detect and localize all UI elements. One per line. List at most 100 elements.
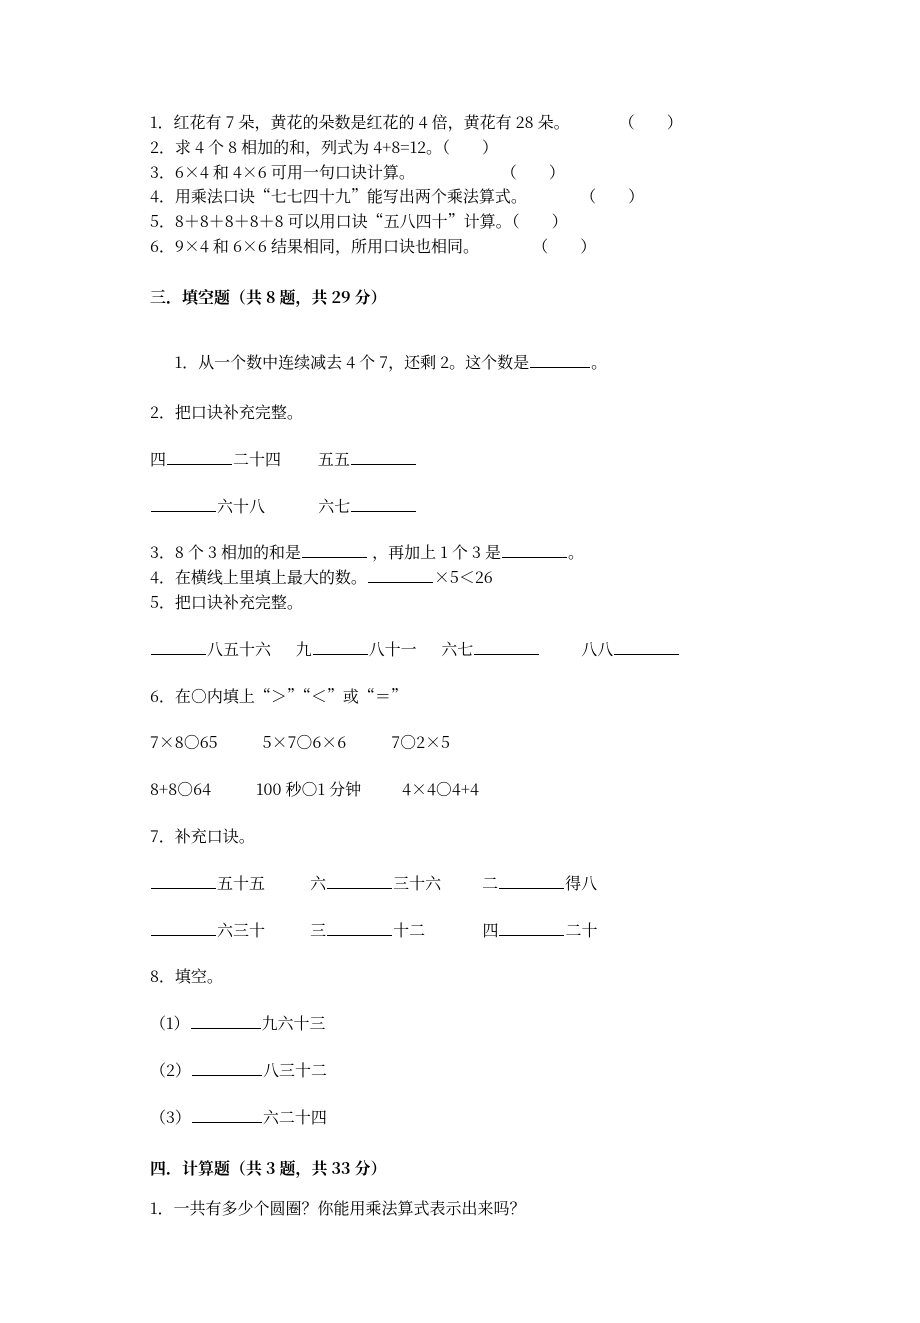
t: 九	[296, 637, 312, 660]
t: 八八	[581, 637, 613, 660]
t: 四	[482, 918, 498, 941]
paren: （ ）	[619, 110, 683, 133]
judgment-block: 1．红花有 7 朵，黄花的朵数是红花的 4 倍，黄花有 28 朵。 （ ） 2．…	[150, 110, 782, 259]
blank[interactable]	[151, 919, 216, 935]
q3-pre: 3．8 个 3 相加的和是	[150, 540, 301, 563]
fill-q6-row2: 8+8○64 100 秒○1 分钟 4×4○4+4	[150, 777, 782, 802]
judgment-item: 3．6×4 和 4×6 可用一句口诀计算。 （ ）	[150, 160, 782, 185]
q8-intro: 8．填空。	[150, 964, 782, 989]
fill-q5-row: 八五十六 九 八十一 六七 八八	[150, 637, 782, 662]
judgment-item: 4．用乘法口诀“七七四十九”能写出两个乘法算式。 （ ）	[150, 184, 782, 209]
judgment-item: 5．8＋8＋8＋8＋8 可以用口诀“五八四十”计算。（ ）	[150, 209, 782, 234]
paren: （ ）	[501, 160, 565, 183]
blank[interactable]	[474, 639, 539, 655]
t: 7○2×5	[391, 730, 450, 753]
t: 八十一	[369, 637, 417, 660]
q4-post: ×5＜26	[434, 565, 493, 588]
t: 四	[150, 447, 166, 470]
text: 3．6×4 和 4×6 可用一句口诀计算。	[150, 160, 415, 183]
fill-q2-row2: 六十八 六七	[150, 494, 782, 519]
blank[interactable]	[327, 919, 392, 935]
t: 六	[310, 871, 326, 894]
section-4-title: 四．计算题（共 3 题，共 33 分）	[150, 1156, 782, 1181]
t: 5×7○6×6	[263, 730, 347, 753]
blank[interactable]	[191, 1013, 261, 1029]
text: 2．求 4 个 8 相加的和，列式为 4+8=12。（ ）	[150, 135, 498, 158]
t: （3）	[150, 1105, 191, 1128]
section-3-title: 三．填空题（共 8 题，共 29 分）	[150, 285, 782, 310]
paren: （ ）	[532, 234, 596, 257]
blank[interactable]	[530, 352, 590, 368]
text: 5．8＋8＋8＋8＋8 可以用口诀“五八四十”计算。（ ）	[150, 209, 568, 232]
q1-pre: 1．从一个数中连续减去 4 个 7，还剩 2。这个数是	[175, 350, 530, 373]
judgment-item: 1．红花有 7 朵，黄花的朵数是红花的 4 倍，黄花有 28 朵。 （ ）	[150, 110, 782, 135]
fill-q7-row1: 五十五 六 三十六 二 得八	[150, 871, 782, 896]
t: 二	[482, 871, 498, 894]
t: 八五十六	[207, 637, 271, 660]
t: 十二	[393, 918, 425, 941]
t: 得八	[565, 871, 597, 894]
q4-1: 1．一共有多少个圆圈？你能用乘法算式表示出来吗？	[150, 1196, 782, 1221]
t: 4×4○4+4	[402, 777, 479, 800]
blank[interactable]	[192, 1107, 262, 1123]
t: 三十六	[393, 871, 441, 894]
q3-mid: ，再加上 1 个 3 是	[368, 540, 501, 563]
text: 1．红花有 7 朵，黄花的朵数是红花的 4 倍，黄花有 28 朵。	[150, 110, 570, 133]
blank[interactable]	[351, 495, 416, 511]
fill-q8-2: （2） 八三十二	[150, 1058, 782, 1083]
fill-q8-intro: 8．填空。	[150, 964, 782, 989]
blank[interactable]	[302, 542, 367, 558]
t: 五十五	[217, 871, 265, 894]
blank[interactable]	[151, 495, 216, 511]
t: 8+8○64	[150, 777, 211, 800]
q2-intro: 2．把口诀补充完整。	[150, 400, 782, 425]
t: 六三十	[217, 918, 265, 941]
fill-q2-row1: 四 二十四 五五	[150, 447, 782, 472]
blank[interactable]	[499, 873, 564, 889]
blank[interactable]	[151, 873, 216, 889]
text: 4．用乘法口诀“七七四十九”能写出两个乘法算式。	[150, 184, 527, 207]
fill-q6-intro: 6．在○内填上“＞”“＜”或“＝”	[150, 684, 782, 709]
blank[interactable]	[151, 639, 206, 655]
paren: （ ）	[580, 184, 644, 207]
q4-pre: 4．在横线上里填上最大的数。	[150, 565, 367, 588]
fill-q7-intro: 7．补充口诀。	[150, 824, 782, 849]
t: 六十八	[217, 494, 265, 517]
blank[interactable]	[351, 449, 416, 465]
calc-q1: 1．一共有多少个圆圈？你能用乘法算式表示出来吗？	[150, 1196, 782, 1221]
fill-q8-3: （3） 六二十四	[150, 1105, 782, 1130]
t: 九六十三	[262, 1011, 326, 1034]
q3-post: 。	[568, 540, 584, 563]
q6-intro: 6．在○内填上“＞”“＜”或“＝”	[150, 684, 782, 709]
t: （2）	[150, 1058, 191, 1081]
text: 6．9×4 和 6×6 结果相同，所用口诀也相同。	[150, 234, 479, 257]
t: 六七	[441, 637, 473, 660]
fill-q8-1: （1） 九六十三	[150, 1011, 782, 1036]
judgment-item: 2．求 4 个 8 相加的和，列式为 4+8=12。（ ）	[150, 135, 782, 160]
t: 二十四	[233, 447, 281, 470]
judgment-item: 6．9×4 和 6×6 结果相同，所用口诀也相同。 （ ）	[150, 234, 782, 259]
t: 六七	[318, 494, 350, 517]
page: 1．红花有 7 朵，黄花的朵数是红花的 4 倍，黄花有 28 朵。 （ ） 2．…	[0, 0, 920, 1323]
t: 五五	[318, 447, 350, 470]
blank[interactable]	[313, 639, 368, 655]
blank[interactable]	[327, 873, 392, 889]
t: 八三十二	[263, 1058, 327, 1081]
blank[interactable]	[614, 639, 679, 655]
fill-q1: 1．从一个数中连续减去 4 个 7，还剩 2。这个数是 。 2．把口诀补充完整。	[150, 326, 782, 425]
t: 100 秒○1 分钟	[256, 777, 361, 800]
blank[interactable]	[368, 567, 433, 583]
blank[interactable]	[502, 542, 567, 558]
t: （1）	[150, 1011, 190, 1034]
blank[interactable]	[499, 919, 564, 935]
q7-intro: 7．补充口诀。	[150, 824, 782, 849]
blank[interactable]	[167, 449, 232, 465]
q5-intro: 5．把口诀补充完整。	[150, 590, 782, 615]
t: 三	[310, 918, 326, 941]
fill-q7-row2: 六三十 三 十二 四 二十	[150, 918, 782, 943]
t: 二十	[565, 918, 597, 941]
t: 7×8○65	[150, 730, 218, 753]
t: 六二十四	[263, 1105, 327, 1128]
blank[interactable]	[192, 1060, 262, 1076]
q1-post: 。	[591, 350, 607, 373]
